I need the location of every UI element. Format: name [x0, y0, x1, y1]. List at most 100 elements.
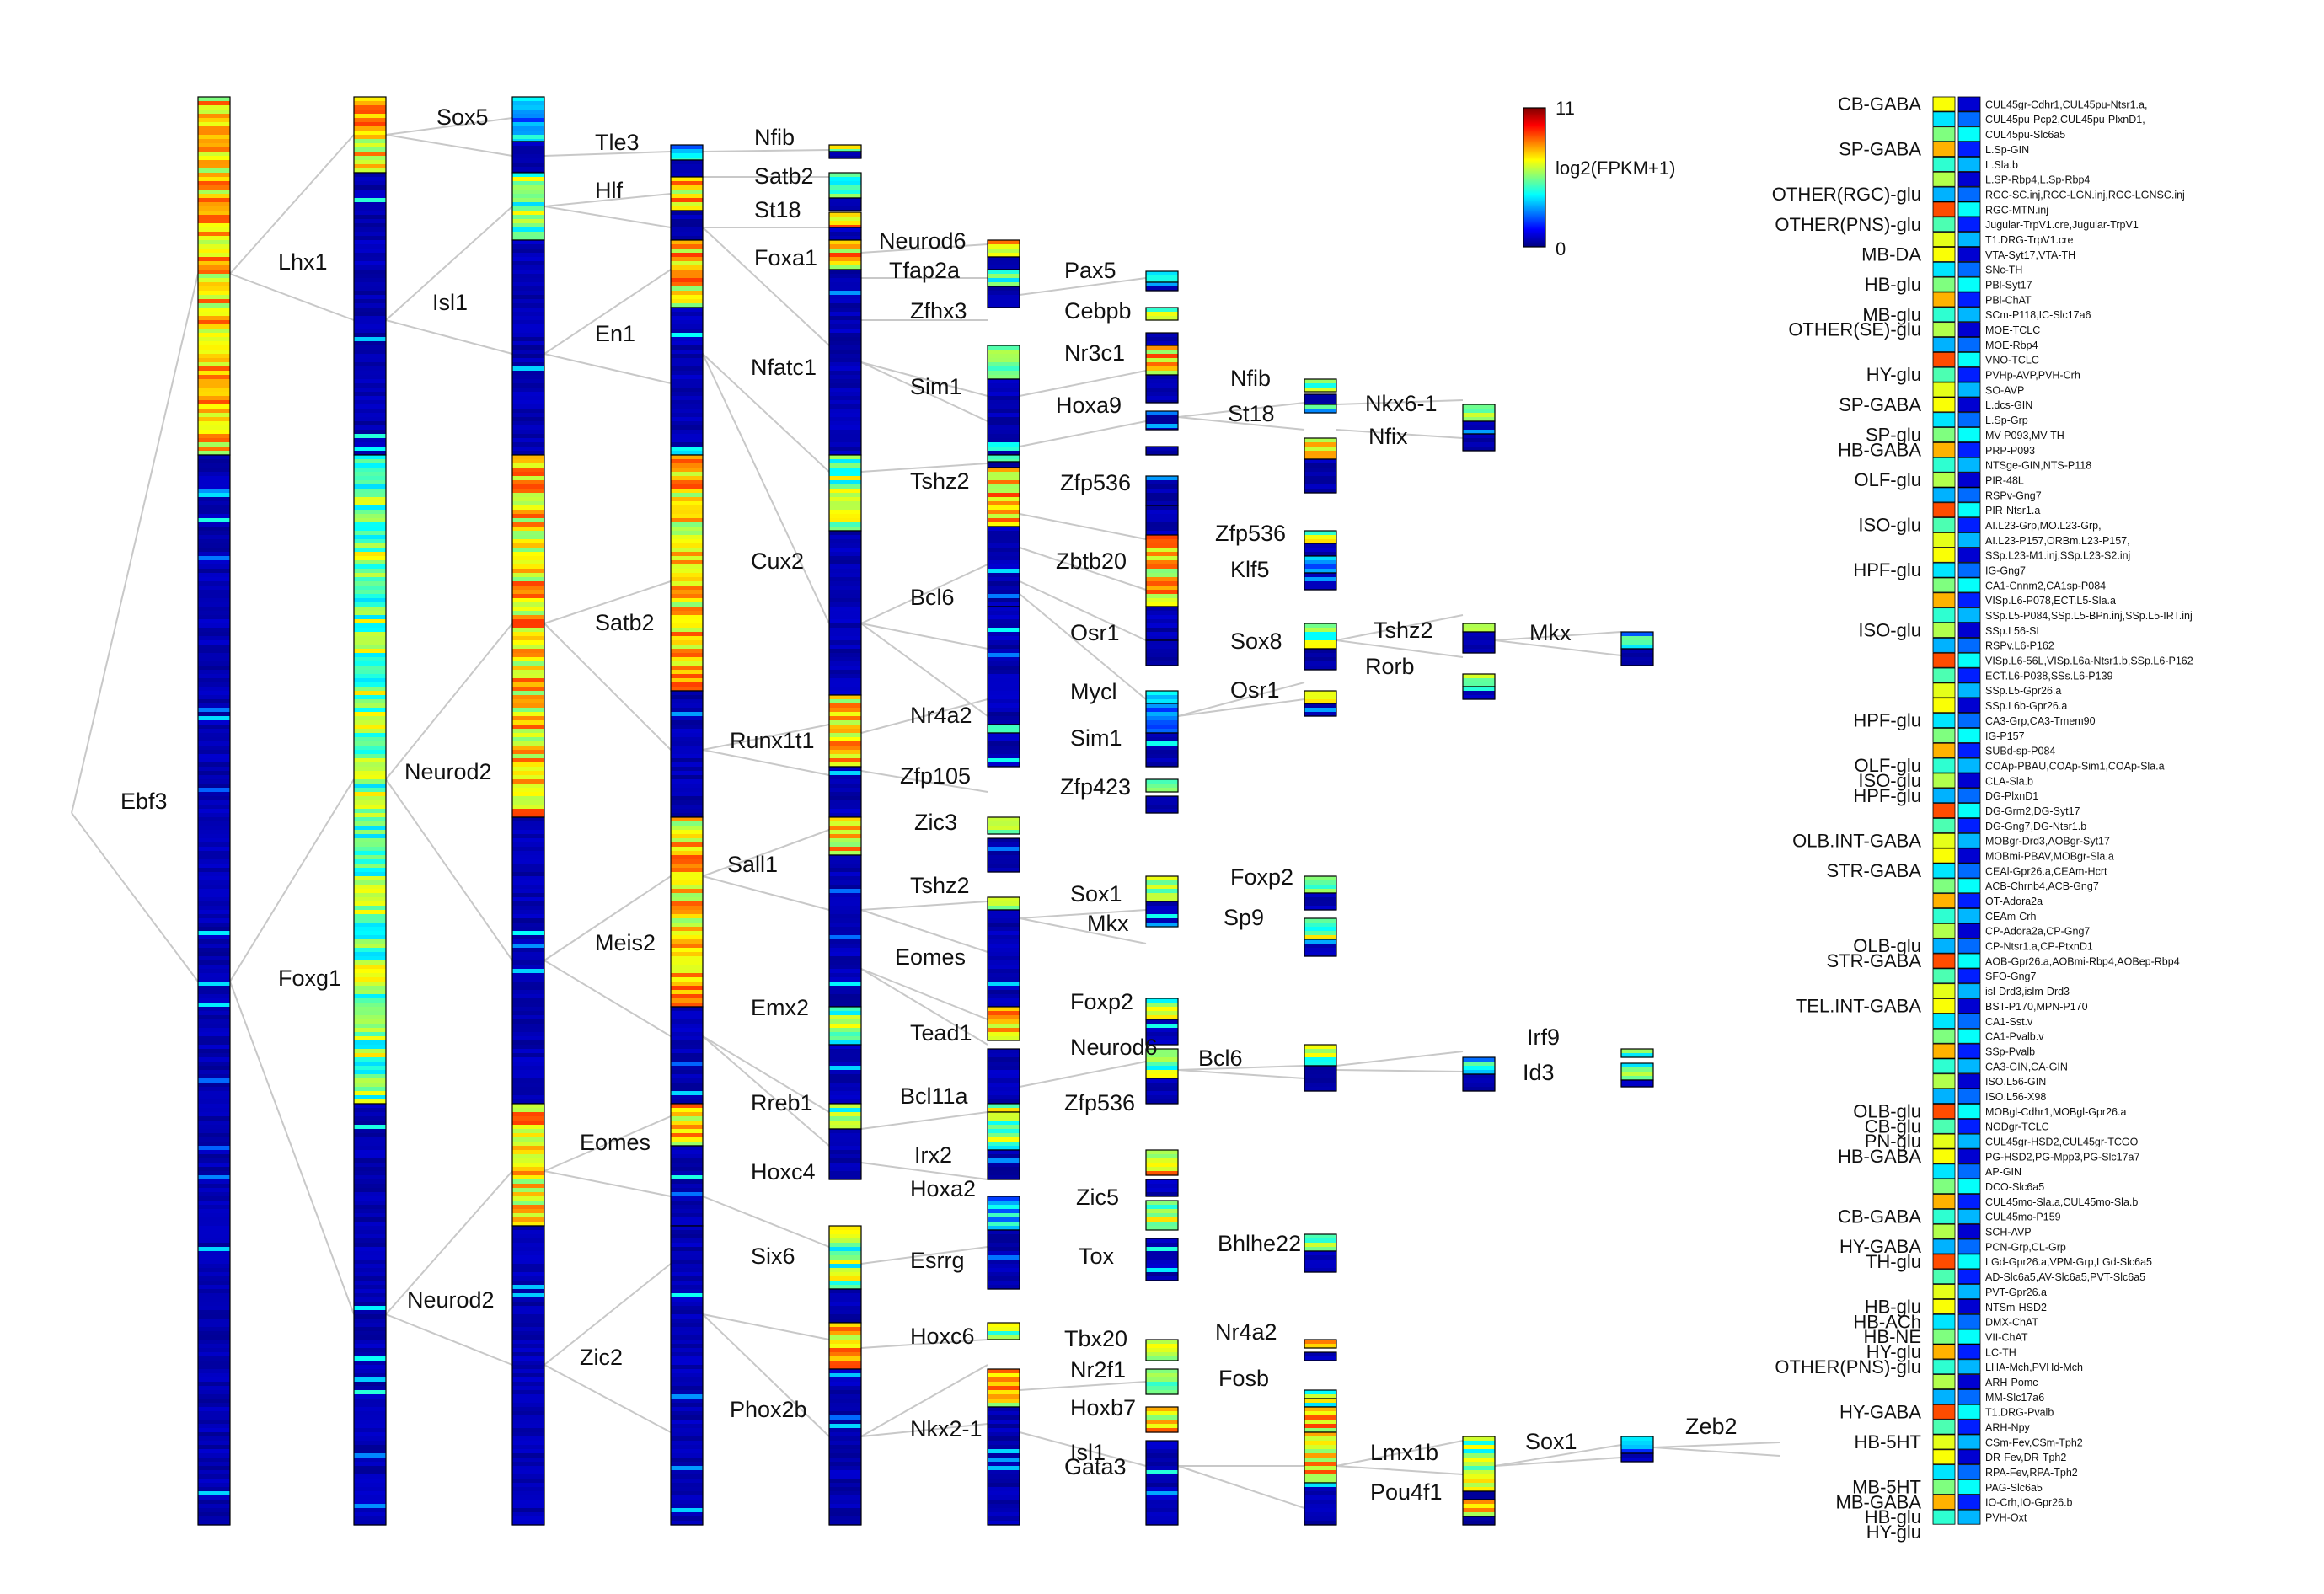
heat-cell [354, 1146, 386, 1151]
heat-cell [1146, 1508, 1178, 1513]
heat-cell [354, 164, 386, 169]
heat-cell [198, 1192, 230, 1197]
heat-cell [354, 535, 386, 540]
cluster-swatch [1957, 1284, 1981, 1299]
heat-cell [829, 876, 861, 881]
heat-cell [354, 1285, 386, 1290]
heat-cell [512, 303, 544, 308]
group-label: SP-GABA [1839, 139, 1921, 160]
heat-cell [988, 1171, 1020, 1176]
heat-cell [198, 539, 230, 544]
heat-cell [829, 691, 861, 696]
heat-cell [671, 270, 703, 275]
heatmap-block-107 [1145, 1406, 1179, 1433]
heat-cell [198, 1036, 230, 1041]
heat-cell [198, 122, 230, 127]
heat-cell [198, 451, 230, 456]
heat-cell [354, 1040, 386, 1046]
heat-cell [988, 1226, 1020, 1231]
cluster-label: MV-P093,MV-TH [1985, 430, 2064, 441]
heat-cell [1463, 1449, 1495, 1454]
heat-cell [671, 965, 703, 970]
heat-cell [198, 345, 230, 350]
heat-cell [354, 1133, 386, 1138]
heat-cell [671, 244, 703, 249]
heat-cell [988, 1407, 1020, 1412]
heat-cell [354, 531, 386, 536]
heat-cell [512, 1441, 544, 1446]
heat-cell [512, 337, 544, 342]
heatmap-block-29 [828, 151, 862, 159]
cluster-swatch [1957, 186, 1981, 202]
heat-cell [1146, 619, 1178, 624]
cluster-label: VISp.L6-P078,ECT.L5-Sla.a [1985, 595, 2116, 607]
heat-cell [1304, 1428, 1336, 1433]
heat-cell [354, 223, 386, 228]
gene-label: Sim1 [910, 374, 962, 399]
heat-cell [1463, 645, 1495, 650]
heat-cell [354, 1209, 386, 1214]
heat-cell [829, 1276, 861, 1281]
heat-cell [988, 615, 1020, 620]
heat-cell [512, 286, 544, 292]
heat-cell [512, 308, 544, 313]
heat-cell [1146, 480, 1178, 485]
tree-edge [1177, 698, 1305, 717]
heat-cell [988, 455, 1020, 460]
gene-label: Nkx6-1 [1365, 391, 1438, 416]
heat-cell [512, 703, 544, 709]
heat-cell [829, 1281, 861, 1286]
heat-cell [1304, 906, 1336, 911]
heat-cell [198, 1377, 230, 1383]
heat-cell [354, 261, 386, 266]
heat-cell [512, 1066, 544, 1071]
heat-cell [671, 274, 703, 279]
heat-cell [1146, 271, 1178, 276]
heatmap-block-92 [1145, 732, 1179, 768]
heat-cell [354, 965, 386, 970]
cluster-swatch [1957, 532, 1981, 548]
heat-cell [512, 1078, 544, 1083]
heat-cell [512, 880, 544, 885]
heat-cell [829, 569, 861, 574]
gene-label: Bcl11a [900, 1083, 969, 1109]
heat-cell [829, 1516, 861, 1522]
heat-cell [671, 906, 703, 911]
heat-cell [354, 674, 386, 679]
heat-cell [512, 1512, 544, 1517]
cluster-row: DCO-Slc6a5 [1932, 1179, 2044, 1195]
heat-cell [354, 939, 386, 944]
heat-cell [512, 1154, 544, 1159]
heatmap-block-145 [1462, 1073, 1496, 1092]
heat-cell [354, 653, 386, 658]
heat-cell [829, 1040, 861, 1046]
heat-cell [354, 1053, 386, 1058]
heat-cell [198, 1070, 230, 1075]
heat-cell [829, 577, 861, 582]
cluster-swatch [1957, 547, 1981, 563]
heat-cell [829, 653, 861, 658]
heat-cell [829, 1045, 861, 1050]
heat-cell [671, 1470, 703, 1475]
heatmap-block-74 [987, 1322, 1020, 1340]
heat-cell [671, 758, 703, 763]
heat-cell [671, 838, 703, 843]
heat-cell [512, 1032, 544, 1037]
heat-cell [1146, 1268, 1178, 1273]
heat-cell [354, 493, 386, 498]
heat-cell [829, 1108, 861, 1113]
heat-cell [988, 720, 1020, 725]
colorbar-min-label: 0 [1556, 238, 1566, 259]
cluster-swatch [1957, 201, 1981, 217]
heatmap-block-149 [1462, 1516, 1496, 1526]
cluster-row: CSm-Fev,CSm-Tph2 [1932, 1434, 2083, 1450]
heat-cell [988, 539, 1020, 544]
heat-cell [198, 1108, 230, 1113]
cluster-row: CUL45pu-Pcp2,CUL45pu-PlxnD1, [1932, 111, 2145, 127]
heat-cell [354, 847, 386, 852]
heat-cell [512, 1293, 544, 1298]
gene-label: Osr1 [1070, 620, 1120, 645]
heat-cell [1621, 1445, 1653, 1450]
heat-cell [1146, 661, 1178, 666]
cluster-label: AI.L23-P157,ORBm.L23-P157, [1985, 535, 2130, 547]
